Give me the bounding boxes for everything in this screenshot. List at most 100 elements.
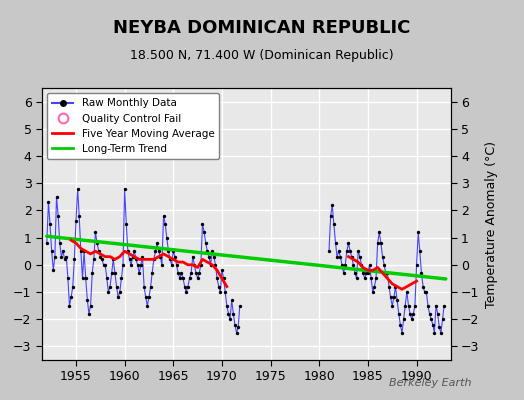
Text: NEYBA DOMINICAN REPUBLIC: NEYBA DOMINICAN REPUBLIC [113, 19, 411, 37]
Point [57, 254, 66, 260]
Point [328, 202, 336, 208]
Point [331, 240, 340, 246]
Point [395, 310, 403, 317]
Point [119, 262, 127, 268]
Point [411, 302, 419, 309]
Point [221, 289, 230, 295]
Point [398, 330, 406, 336]
Point [59, 248, 67, 254]
Point [182, 289, 190, 295]
Point [388, 302, 397, 309]
Point [223, 302, 231, 309]
Point [177, 270, 185, 276]
Point [91, 229, 100, 235]
Point [179, 275, 187, 282]
Point [391, 283, 400, 290]
Point [374, 240, 382, 246]
Point [205, 254, 213, 260]
Point [364, 270, 372, 276]
Point [326, 213, 335, 219]
Point [164, 248, 172, 254]
Point [153, 240, 161, 246]
Point [180, 283, 189, 290]
Point [171, 254, 179, 260]
Point [141, 294, 150, 301]
Point [402, 289, 411, 295]
Point [422, 289, 431, 295]
Point [135, 270, 144, 276]
Point [138, 254, 147, 260]
Point [60, 256, 69, 262]
Point [393, 297, 401, 303]
Point [48, 248, 56, 254]
Legend: Raw Monthly Data, Quality Control Fail, Five Year Moving Average, Long-Term Tren: Raw Monthly Data, Quality Control Fail, … [47, 93, 220, 159]
Point [231, 322, 239, 328]
Point [435, 324, 443, 330]
Point [72, 218, 80, 224]
Point [78, 275, 86, 282]
Point [372, 275, 380, 282]
Point [51, 254, 59, 260]
Point [93, 240, 101, 246]
Point [162, 234, 171, 241]
Point [420, 289, 429, 295]
Point [377, 240, 385, 246]
Point [184, 283, 192, 290]
Point [82, 275, 90, 282]
Point [134, 262, 142, 268]
Point [378, 254, 387, 260]
Point [216, 289, 224, 295]
Point [103, 275, 111, 282]
Point [227, 297, 236, 303]
Point [86, 302, 95, 309]
Point [52, 194, 61, 200]
Point [325, 248, 333, 254]
Point [347, 254, 356, 260]
Point [130, 248, 138, 254]
Point [439, 316, 447, 322]
Point [208, 248, 216, 254]
Point [440, 302, 449, 309]
Point [54, 213, 62, 219]
Point [200, 229, 209, 235]
Point [62, 254, 70, 260]
Point [341, 262, 350, 268]
Point [206, 262, 215, 268]
Point [375, 229, 384, 235]
Point [226, 316, 234, 322]
Point [190, 262, 199, 268]
Y-axis label: Temperature Anomaly (°C): Temperature Anomaly (°C) [485, 140, 498, 308]
Point [211, 262, 220, 268]
Point [145, 294, 153, 301]
Point [330, 221, 338, 227]
Point [386, 294, 395, 301]
Point [64, 275, 72, 282]
Point [425, 310, 434, 317]
Point [189, 254, 197, 260]
Point [405, 302, 413, 309]
Point [174, 270, 182, 276]
Point [114, 294, 122, 301]
Point [349, 262, 357, 268]
Point [336, 254, 345, 260]
Point [344, 240, 353, 246]
Point [46, 221, 54, 227]
Point [143, 302, 151, 309]
Point [109, 256, 117, 262]
Point [417, 270, 425, 276]
Point [42, 240, 51, 246]
Point [383, 270, 391, 276]
Point [161, 221, 169, 227]
Point [333, 254, 341, 260]
Point [202, 240, 210, 246]
Point [234, 324, 243, 330]
Point [436, 330, 445, 336]
Point [140, 283, 148, 290]
Point [338, 262, 346, 268]
Point [412, 262, 421, 268]
Point [83, 297, 92, 303]
Point [362, 270, 370, 276]
Point [224, 310, 233, 317]
Point [343, 248, 351, 254]
Point [229, 310, 237, 317]
